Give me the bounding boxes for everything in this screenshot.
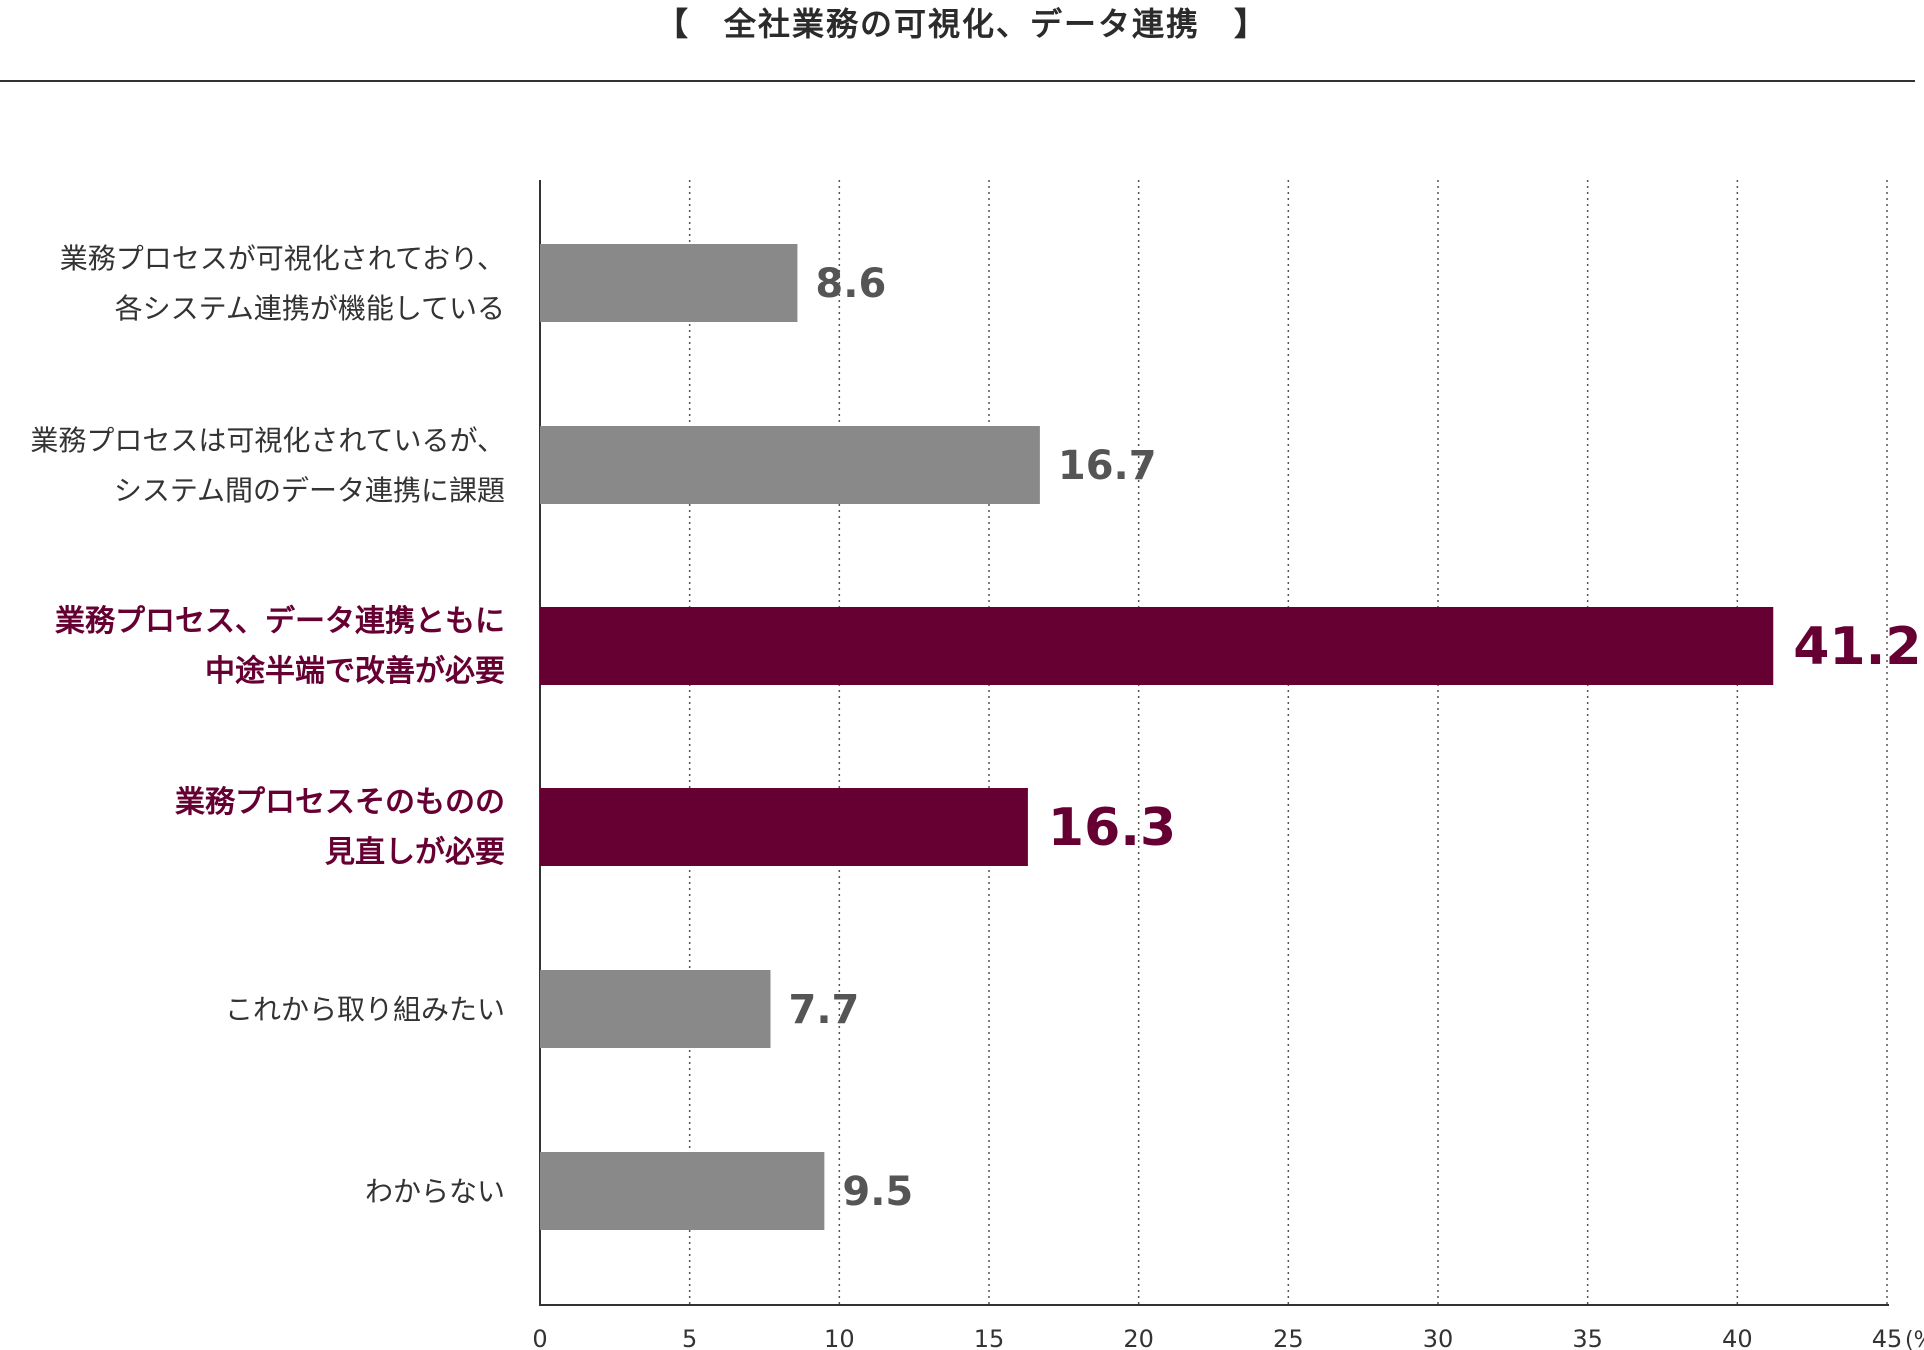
bar <box>540 1152 825 1230</box>
category-label: 見直しが必要 <box>325 835 505 870</box>
data-label: 7.7 <box>788 987 859 1033</box>
bar <box>540 426 1040 504</box>
data-label: 41.2 <box>1793 617 1921 677</box>
x-tick-label: 15 <box>974 1325 1005 1350</box>
x-tick-label: 35 <box>1572 1325 1603 1350</box>
unit-label: (%) <box>1905 1328 1924 1350</box>
grid-lines <box>688 180 1888 1305</box>
category-label: 業務プロセスは可視化されているが、 <box>30 424 505 457</box>
x-tick-label: 45 <box>1872 1325 1903 1350</box>
chart-title: 【 全社業務の可視化、データ連携 】 <box>655 5 1268 43</box>
x-tick-label: 40 <box>1722 1325 1753 1350</box>
x-tick-label: 30 <box>1423 1325 1454 1350</box>
bar <box>540 788 1028 866</box>
data-label: 9.5 <box>842 1169 913 1215</box>
data-label: 16.7 <box>1058 443 1157 489</box>
category-label: 業務プロセス、データ連携ともに <box>55 604 505 639</box>
category-label: 中途半端で改善が必要 <box>205 654 505 689</box>
bar <box>540 244 798 322</box>
category-label: 業務プロセスが可視化されており、 <box>60 242 505 275</box>
data-label: 16.3 <box>1048 798 1176 858</box>
title-divider <box>0 80 1915 82</box>
x-tick-label: 0 <box>532 1325 547 1350</box>
axes <box>539 180 1889 1306</box>
x-tick-label: 20 <box>1123 1325 1154 1350</box>
bars <box>540 244 1774 1230</box>
category-label: わからない <box>365 1175 505 1208</box>
category-label: 各システム連携が機能している <box>115 292 505 325</box>
category-label: 業務プロセスそのものの <box>175 785 505 820</box>
bar <box>540 970 771 1048</box>
data-label: 8.6 <box>815 261 886 307</box>
category-label: これから取り組みたい <box>225 993 505 1026</box>
tick-labels: 0 5 10 15 20 25 30 35 40 45(%) <box>532 1325 1924 1350</box>
x-tick-label: 25 <box>1273 1325 1304 1350</box>
x-tick-label: 10 <box>824 1325 855 1350</box>
bar <box>540 607 1774 685</box>
value-labels: 8.6 16.7 41.2 16.3 7.7 9.5 <box>788 261 1921 1215</box>
category-labels: 業務プロセスが可視化されており、各システム連携が機能している業務プロセスは可視化… <box>30 242 505 1208</box>
category-label: システム間のデータ連携に課題 <box>114 474 505 507</box>
x-tick-label: 5 <box>682 1325 697 1350</box>
